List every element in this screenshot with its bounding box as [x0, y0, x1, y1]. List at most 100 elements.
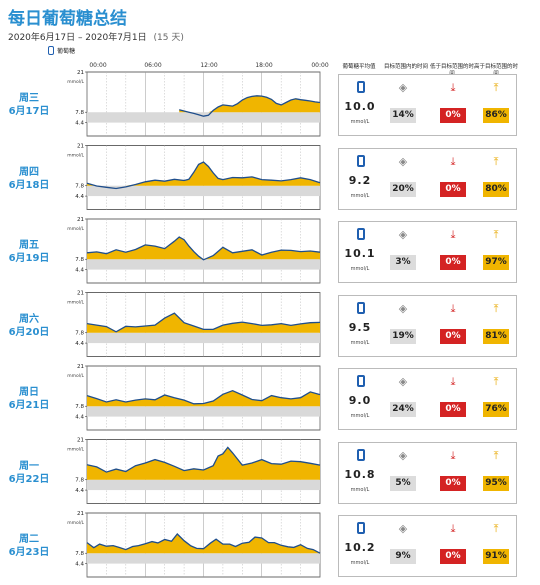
y-tick-label: 21 — [77, 217, 84, 223]
glucose-meter-icon — [357, 228, 365, 240]
target-diamond-icon: ◈ — [398, 81, 408, 94]
day-date: 6月23日 — [8, 547, 50, 558]
in-range-value: 14% — [390, 108, 416, 123]
day-weekday: 周一 — [19, 460, 39, 472]
day-label: 周三 6月17日 — [6, 92, 52, 118]
arrow-down-icon: ⤓ — [450, 154, 456, 168]
y-unit-label: mmol/L — [67, 373, 84, 379]
below-range-value: 0% — [440, 255, 466, 270]
arrow-up-icon: ⤒ — [493, 154, 499, 168]
day-weekday: 周二 — [19, 534, 39, 545]
avg-glucose-value: 10.2 — [344, 541, 376, 554]
time-tick: 18:00 — [255, 62, 273, 69]
y-tick-label: 4.4 — [75, 415, 84, 421]
target-range-band — [87, 553, 320, 564]
y-tick-label: 4.4 — [75, 341, 84, 347]
legend-label: 葡萄糖 — [57, 48, 76, 55]
day-date: 6月21日 — [8, 400, 50, 411]
target-range-band — [87, 479, 320, 491]
day-weekday: 周三 — [19, 93, 39, 104]
above-range-value: 76% — [483, 402, 509, 417]
time-tick: 00:00 — [89, 62, 107, 69]
target-diamond-icon: ◈ — [398, 301, 408, 315]
day-date: 6月19日 — [8, 253, 50, 264]
arrow-up-icon: ⤒ — [493, 228, 499, 241]
day-label: 周一 6月22日 — [6, 460, 52, 486]
arrow-up-icon: ⤒ — [493, 301, 499, 315]
day-label: 周四 6月18日 — [6, 166, 52, 192]
avg-header: 葡萄糖平均值 — [342, 64, 376, 70]
day-stats-panel: 9.5 mmol/L ◈ 19% ⤓ 0% ⤒ 81% — [338, 294, 517, 357]
glucose-meter-icon — [357, 375, 365, 387]
below-range-value: 0% — [440, 108, 466, 123]
avg-glucose-unit: mmol/L — [350, 339, 370, 346]
below-range-value: 0% — [440, 402, 466, 417]
day-weekday: 周五 — [19, 240, 39, 251]
y-tick-label: 7.8 — [75, 331, 84, 337]
arrow-up-icon: ⤒ — [493, 375, 499, 388]
y-tick-label: 7.8 — [75, 257, 84, 263]
glucose-line — [86, 161, 321, 190]
y-unit-label: mmol/L — [67, 153, 84, 159]
glucose-line — [86, 389, 321, 405]
above-target-area — [87, 313, 320, 333]
day-weekday: 周四 — [19, 166, 39, 178]
arrow-down-icon: ⤓ — [450, 448, 456, 462]
arrow-up-icon: ⤒ — [493, 81, 499, 94]
y-tick-label: 7.8 — [75, 551, 84, 557]
y-tick-label: 21 — [77, 438, 84, 444]
below-range-value: 0% — [440, 328, 466, 344]
day-label: 周二 6月23日 — [6, 533, 52, 559]
target-diamond-icon: ◈ — [398, 228, 408, 241]
day-stats-panel: 9.2 mmol/L ◈ 20% ⤓ 0% ⤒ 80% — [338, 147, 517, 210]
day-date: 6月22日 — [8, 473, 50, 485]
date-range-text: 2020年6月17日 – 2020年7月1日 — [8, 33, 147, 43]
avg-glucose-unit: mmol/L — [350, 119, 370, 125]
arrow-down-icon: ⤓ — [450, 522, 456, 535]
arrow-up-icon: ⤒ — [493, 522, 499, 535]
glucose-meter-icon — [357, 448, 365, 461]
avg-glucose-value: 10.0 — [344, 100, 376, 113]
time-tick: 12:00 — [200, 62, 218, 69]
in-range-value: 5% — [390, 475, 416, 491]
legend: 葡萄糖 — [48, 46, 75, 55]
y-tick-label: 4.4 — [75, 268, 84, 274]
day-date: 6月17日 — [8, 106, 50, 117]
above-target-area — [87, 390, 320, 407]
in-range-header: 目标范围内的时间 — [384, 64, 429, 70]
day-date: 6月20日 — [8, 326, 50, 338]
y-tick-label: 7.8 — [75, 478, 84, 484]
y-tick-label: 7.8 — [75, 404, 84, 410]
target-diamond-icon: ◈ — [398, 375, 408, 388]
glucose-line — [179, 95, 321, 117]
in-range-value: 19% — [390, 328, 416, 344]
y-tick-label: 21 — [77, 70, 84, 76]
y-tick-label: 21 — [77, 364, 84, 370]
avg-glucose-value: 9.0 — [348, 394, 372, 407]
day-label: 周五 6月19日 — [6, 239, 52, 265]
y-unit-label: mmol/L — [67, 520, 84, 526]
y-unit-label: mmol/L — [67, 300, 84, 306]
day-label: 周日 6月21日 — [6, 386, 52, 412]
avg-glucose-value: 9.5 — [348, 320, 372, 334]
below-range-value: 0% — [440, 475, 466, 491]
time-tick: 00:00 — [311, 62, 329, 69]
time-axis: 00:00 06:00 12:00 18:00 00:00 — [0, 62, 540, 72]
target-range-band — [87, 406, 320, 417]
y-tick-label: 4.4 — [75, 121, 84, 127]
day-stats-panel: 10.1 mmol/L ◈ 3% ⤓ 0% ⤒ 97% — [338, 221, 517, 283]
glucose-meter-icon — [357, 522, 365, 534]
above-range-value: 80% — [483, 181, 509, 197]
above-range-value: 91% — [483, 549, 509, 564]
day-stats-panel: 10.0 mmol/L ◈ 14% ⤓ 0% ⤒ 86% — [338, 74, 517, 136]
in-range-value: 9% — [390, 549, 416, 564]
above-range-value: 81% — [483, 328, 509, 344]
target-range-band — [87, 185, 320, 197]
time-tick: 06:00 — [144, 62, 162, 69]
avg-glucose-unit: mmol/L — [350, 192, 370, 199]
y-tick-label: 21 — [77, 511, 84, 517]
arrow-down-icon: ⤓ — [450, 81, 456, 94]
below-range-value: 0% — [440, 181, 466, 197]
target-range-band — [87, 259, 320, 270]
y-tick-label: 21 — [77, 144, 84, 150]
